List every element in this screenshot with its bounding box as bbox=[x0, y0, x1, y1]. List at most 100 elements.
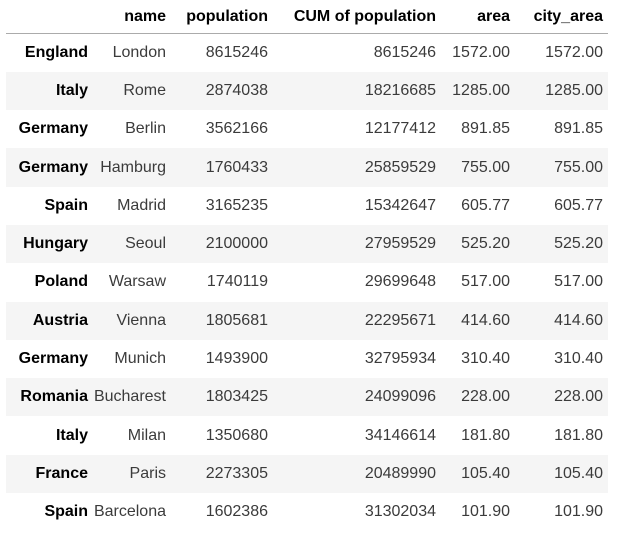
dataframe-table: name population CUM of population area c… bbox=[6, 0, 608, 531]
cell-area: 605.77 bbox=[461, 196, 510, 214]
cell-city_area: 1285.00 bbox=[545, 81, 603, 99]
row-index-country: England bbox=[24, 43, 88, 61]
row-index-country: Spain bbox=[44, 503, 88, 521]
table-row: Italy Rome 2874038 18216685 1285.00 1285.00 bbox=[6, 71, 608, 111]
table-row: Spain Madrid 3165235 15342647 605.77 605.77 bbox=[6, 187, 608, 225]
cell-name: London bbox=[112, 43, 166, 61]
row-index-country: Italy bbox=[55, 426, 88, 444]
cell-name: Berlin bbox=[125, 120, 166, 138]
header-row: name population CUM of population area c… bbox=[6, 0, 608, 34]
cell-area: 181.80 bbox=[461, 426, 510, 444]
table-row: Italy Milan 1350680 34146614 181.80 181.80 bbox=[6, 416, 608, 454]
cell-city_area: 1572.00 bbox=[545, 43, 603, 61]
table-row: Poland Warsaw 1740119 29699648 517.00 517.00 bbox=[6, 263, 608, 301]
cell-cum-of-population: 25859529 bbox=[364, 158, 436, 176]
cell-area: 525.20 bbox=[461, 235, 510, 253]
cell-cum-of-population: 32795934 bbox=[364, 350, 436, 368]
cell-name: Warsaw bbox=[108, 273, 166, 291]
cell-area: 517.00 bbox=[461, 273, 510, 291]
cell-population: 1803425 bbox=[205, 388, 268, 406]
row-index-country: Germany bbox=[18, 158, 88, 176]
cell-city_area: 891.85 bbox=[554, 120, 603, 138]
cell-city_area: 181.80 bbox=[554, 426, 603, 444]
cell-name: Milan bbox=[127, 426, 166, 444]
cell-city_area: 101.90 bbox=[554, 503, 603, 521]
cell-name: Vienna bbox=[116, 311, 166, 329]
cell-cum-of-population: 20489990 bbox=[364, 464, 436, 482]
column-header-cum-of-population: CUM of population bbox=[268, 0, 436, 34]
cell-population: 1740119 bbox=[206, 273, 268, 291]
cell-city_area: 525.20 bbox=[554, 235, 603, 253]
cell-area: 891.85 bbox=[461, 120, 510, 138]
cell-city_area: 105.40 bbox=[554, 464, 603, 482]
cell-population: 1760433 bbox=[205, 158, 268, 176]
cell-cum-of-population: 12177412 bbox=[364, 120, 436, 138]
cell-cum-of-population: 34146614 bbox=[364, 426, 436, 444]
cell-population: 3165235 bbox=[205, 196, 268, 214]
row-index-country: Hungary bbox=[23, 235, 88, 253]
table-row: Germany Hamburg 1760433 25859529 755.00 755.0… bbox=[6, 148, 608, 187]
cell-area: 101.90 bbox=[461, 503, 510, 521]
cell-population: 2874038 bbox=[205, 81, 268, 99]
cell-name: Hamburg bbox=[100, 158, 166, 176]
cell-cum-of-population: 8615246 bbox=[373, 43, 436, 61]
cell-city_area: 755.00 bbox=[554, 158, 603, 176]
cell-population: 2100000 bbox=[205, 235, 268, 253]
cell-population: 3562166 bbox=[205, 120, 268, 138]
table-row: Hungary Seoul 2100000 27959529 525.20 525.20 bbox=[6, 224, 608, 264]
cell-city_area: 414.60 bbox=[554, 311, 603, 329]
table-row: Austria Vienna 1805681 22295671 414.60 414.60 bbox=[6, 301, 608, 340]
column-header-name: name bbox=[88, 0, 166, 34]
cell-population: 8615246 bbox=[205, 43, 268, 61]
column-header-city-area: city_area bbox=[510, 0, 608, 34]
cell-name: Barcelona bbox=[93, 503, 166, 521]
cell-name: Munich bbox=[114, 350, 166, 368]
cell-cum-of-population: 22295671 bbox=[364, 311, 436, 329]
row-index-country: Spain bbox=[44, 196, 88, 214]
cell-area: 1285.00 bbox=[452, 81, 510, 99]
cell-cum-of-population: 24099096 bbox=[364, 388, 436, 406]
table-row: Germany Munich 1493900 32795934 310.40 310.40 bbox=[6, 340, 608, 378]
cell-city_area: 310.40 bbox=[554, 350, 603, 368]
cell-population: 2273305 bbox=[205, 464, 268, 482]
cell-cum-of-population: 18216685 bbox=[364, 81, 436, 99]
table-row: France Paris 2273305 20489990 105.40 105.40 bbox=[6, 454, 608, 494]
cell-area: 1572.00 bbox=[452, 43, 510, 61]
cell-name: Bucharest bbox=[93, 388, 166, 406]
cell-area: 310.40 bbox=[461, 350, 510, 368]
cell-area: 414.60 bbox=[461, 311, 510, 329]
table-row: England London 8615246 8615246 1572.00 1572.0… bbox=[6, 34, 608, 72]
row-index-country: Austria bbox=[32, 311, 88, 329]
cell-population: 1350680 bbox=[205, 426, 268, 444]
column-header-area: area bbox=[436, 0, 510, 34]
corner-cell bbox=[6, 0, 88, 34]
table-row: Germany Berlin 3562166 12177412 891.85 891.85 bbox=[6, 110, 608, 148]
cell-population: 1602386 bbox=[205, 503, 268, 521]
cell-name: Madrid bbox=[117, 196, 166, 214]
table-row: Romania Bucharest 1803425 24099096 228.00 228… bbox=[6, 378, 608, 417]
cell-city_area: 517.00 bbox=[554, 273, 603, 291]
column-header-population: population bbox=[166, 0, 268, 34]
cell-area: 105.40 bbox=[461, 464, 510, 482]
cell-name: Seoul bbox=[125, 235, 166, 253]
cell-cum-of-population: 15342647 bbox=[364, 196, 436, 214]
table-body: England London 8615246 8615246 1572.00 1572.0… bbox=[6, 34, 608, 532]
row-index-country: France bbox=[35, 464, 88, 482]
cell-area: 755.00 bbox=[461, 158, 510, 176]
table-header: name population CUM of population area c… bbox=[6, 0, 608, 34]
cell-cum-of-population: 27959529 bbox=[364, 235, 436, 253]
table-row: Spain Barcelona 1602386 31302034 101.90 101.9… bbox=[6, 493, 608, 531]
cell-city_area: 228.00 bbox=[554, 388, 603, 406]
cell-cum-of-population: 29699648 bbox=[364, 273, 436, 291]
row-index-country: Germany bbox=[18, 120, 88, 138]
cell-city_area: 605.77 bbox=[554, 196, 603, 214]
row-index-country: Poland bbox=[34, 273, 88, 291]
cell-area: 228.00 bbox=[461, 388, 510, 406]
cell-cum-of-population: 31302034 bbox=[364, 503, 436, 521]
cell-population: 1493900 bbox=[205, 350, 268, 368]
cell-name: Rome bbox=[123, 81, 166, 99]
row-index-country: Italy bbox=[55, 81, 88, 99]
cell-population: 1805681 bbox=[205, 311, 268, 329]
row-index-country: Romania bbox=[20, 388, 88, 406]
